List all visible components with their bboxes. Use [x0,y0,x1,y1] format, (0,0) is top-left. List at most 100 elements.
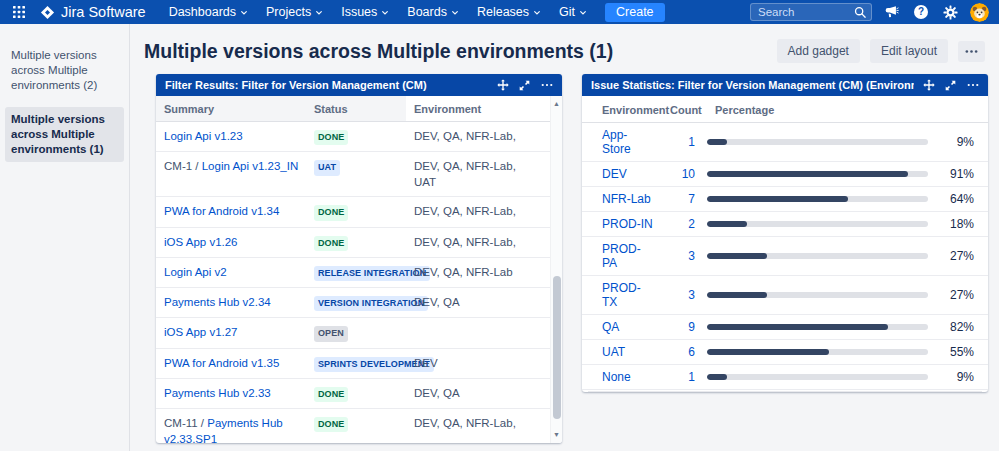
status-cell: VERSION INTEGRATION [306,288,406,318]
environment-link[interactable]: None [602,370,631,384]
scrollbar-thumb[interactable] [553,276,561,418]
percentage-bar-cell [707,123,936,162]
environment-link[interactable]: UAT [602,345,625,359]
vertical-scrollbar[interactable]: ▲ ▼ [550,96,562,443]
count-link[interactable]: 9 [688,320,695,334]
version-link[interactable]: PWA for Android v1.35 [164,357,279,369]
version-link[interactable]: Payments Hub v2.33 [164,387,271,399]
count-cell: 3 [662,276,707,315]
column-header-status[interactable]: Status [306,96,406,122]
page-header-buttons: Add gadget Edit layout [777,39,985,63]
environment-link[interactable]: QA [602,320,619,334]
move-gadget-icon[interactable] [496,79,509,92]
search-box[interactable] [750,3,872,21]
chevron-down-icon [240,9,248,17]
environment-link[interactable]: PROD-IN [602,217,653,231]
environment-cell: NFR-Lab [582,187,662,212]
nav-item-projects[interactable]: Projects [257,2,332,22]
column-header-environment[interactable]: Environment [406,96,550,122]
chevron-down-icon [315,9,323,17]
gear-icon[interactable] [941,3,959,21]
count-link[interactable]: 10 [682,167,695,181]
maximize-gadget-icon[interactable] [518,79,531,92]
status-cell: SPRINTS DEVELOPMENT [306,348,406,378]
count-link[interactable]: 2 [688,217,695,231]
gadget-title: Filter Results: Filter for Version Manag… [165,79,488,91]
table-row: Login Api v1.23 DONE DEV, QA, NFR-Lab, [156,122,550,152]
percentage-value: 27% [936,237,988,276]
version-link[interactable]: Payments Hub v2.34 [164,296,271,308]
add-gadget-button[interactable]: Add gadget [777,39,860,63]
scroll-up-icon[interactable]: ▲ [551,98,562,110]
nav-item-label: Issues [341,5,377,19]
nav-item-releases[interactable]: Releases [468,2,550,22]
nav-item-issues[interactable]: Issues [332,2,398,22]
version-link[interactable]: Login Api v1.23_IN [202,160,299,172]
edit-layout-button[interactable]: Edit layout [870,39,948,63]
gadget-more-icon[interactable] [966,79,979,92]
status-cell: DONE [306,122,406,152]
maximize-gadget-icon[interactable] [944,79,957,92]
environment-cell: PROD-PA [582,237,662,276]
create-button[interactable]: Create [605,3,665,22]
environment-link[interactable]: PROD-PA [602,242,641,270]
app-switcher-icon[interactable] [10,3,28,21]
version-link[interactable]: PWA for Android v1.34 [164,205,279,217]
move-gadget-icon[interactable] [922,79,935,92]
version-link[interactable]: Login Api v1.23 [164,130,243,142]
count-link[interactable]: 6 [688,345,695,359]
gadget-header[interactable]: Issue Statistics: Filter for Version Man… [582,74,988,96]
table-row: PWA for Android v1.35 SPRINTS DEVELOPMEN… [156,348,550,378]
table-row: iOS App v1.27 OPEN [156,318,550,348]
count-cell: 1 [662,365,707,390]
gadget-more-icon[interactable] [540,79,553,92]
nav-item-boards[interactable]: Boards [398,2,468,22]
table-row: NFR-Lab 7 64% [582,187,988,212]
summary-cell: PWA for Android v1.34 [156,197,306,227]
environment-link[interactable]: App-Store [602,128,631,156]
count-link[interactable]: 3 [688,249,695,263]
percentage-bar-track [707,221,928,227]
version-link[interactable]: iOS App v1.27 [164,326,238,338]
count-link[interactable]: 1 [688,370,695,384]
column-header-summary[interactable]: Summary [156,96,306,122]
scroll-down-icon[interactable]: ▼ [551,429,562,441]
percentage-bar-fill [707,196,848,202]
percentage-bar-cell [707,237,936,276]
status-cell: DONE [306,227,406,257]
gadget-title: Issue Statistics: Filter for Version Man… [591,79,914,91]
nav-item-label: Projects [266,5,311,19]
nav-item-git[interactable]: Git [550,2,596,22]
environment-cell: PROD-IN [582,212,662,237]
announcements-icon[interactable] [883,3,901,21]
count-cell: 6 [662,340,707,365]
count-link[interactable]: 7 [688,192,695,206]
column-header-percentage: Percentage [707,96,988,123]
table-row: PROD-PA 3 27% [582,237,988,276]
gadget-header[interactable]: Filter Results: Filter for Version Manag… [156,74,562,96]
table-row: CM-1 / Login Api v1.23_IN UAT DEV, QA, N… [156,152,550,197]
table-row: PWA for Android v1.34 DONE DEV, QA, NFR-… [156,197,550,227]
dashboard-more-button[interactable] [958,41,985,62]
user-avatar[interactable] [970,3,989,22]
environment-link[interactable]: PROD-TX [602,281,641,309]
version-link[interactable]: Login Api v2 [164,266,227,278]
jira-logo[interactable]: Jira Software [38,3,146,21]
sidebar: Multiple versions across Multiple enviro… [0,24,130,451]
help-icon[interactable]: ? [912,3,930,21]
count-link[interactable]: 1 [688,135,695,149]
version-link[interactable]: iOS App v1.26 [164,236,238,248]
sidebar-list: Multiple versions across Multiple enviro… [0,43,129,162]
table-header-row: Environment Count Percentage [582,96,988,123]
count-link[interactable]: 3 [688,288,695,302]
sidebar-item-dashboard-2[interactable]: Multiple versions across Multiple enviro… [5,107,124,163]
percentage-bar-fill [707,171,908,177]
environment-link[interactable]: NFR-Lab [602,192,651,206]
percentage-value: 64% [936,187,988,212]
status-badge: DONE [314,236,348,251]
search-input[interactable] [756,5,853,19]
environment-link[interactable]: DEV [602,167,627,181]
sidebar-item-dashboard-1[interactable]: Multiple versions across Multiple enviro… [5,43,124,99]
percentage-value: 9% [936,123,988,162]
nav-item-dashboards[interactable]: Dashboards [160,2,257,22]
